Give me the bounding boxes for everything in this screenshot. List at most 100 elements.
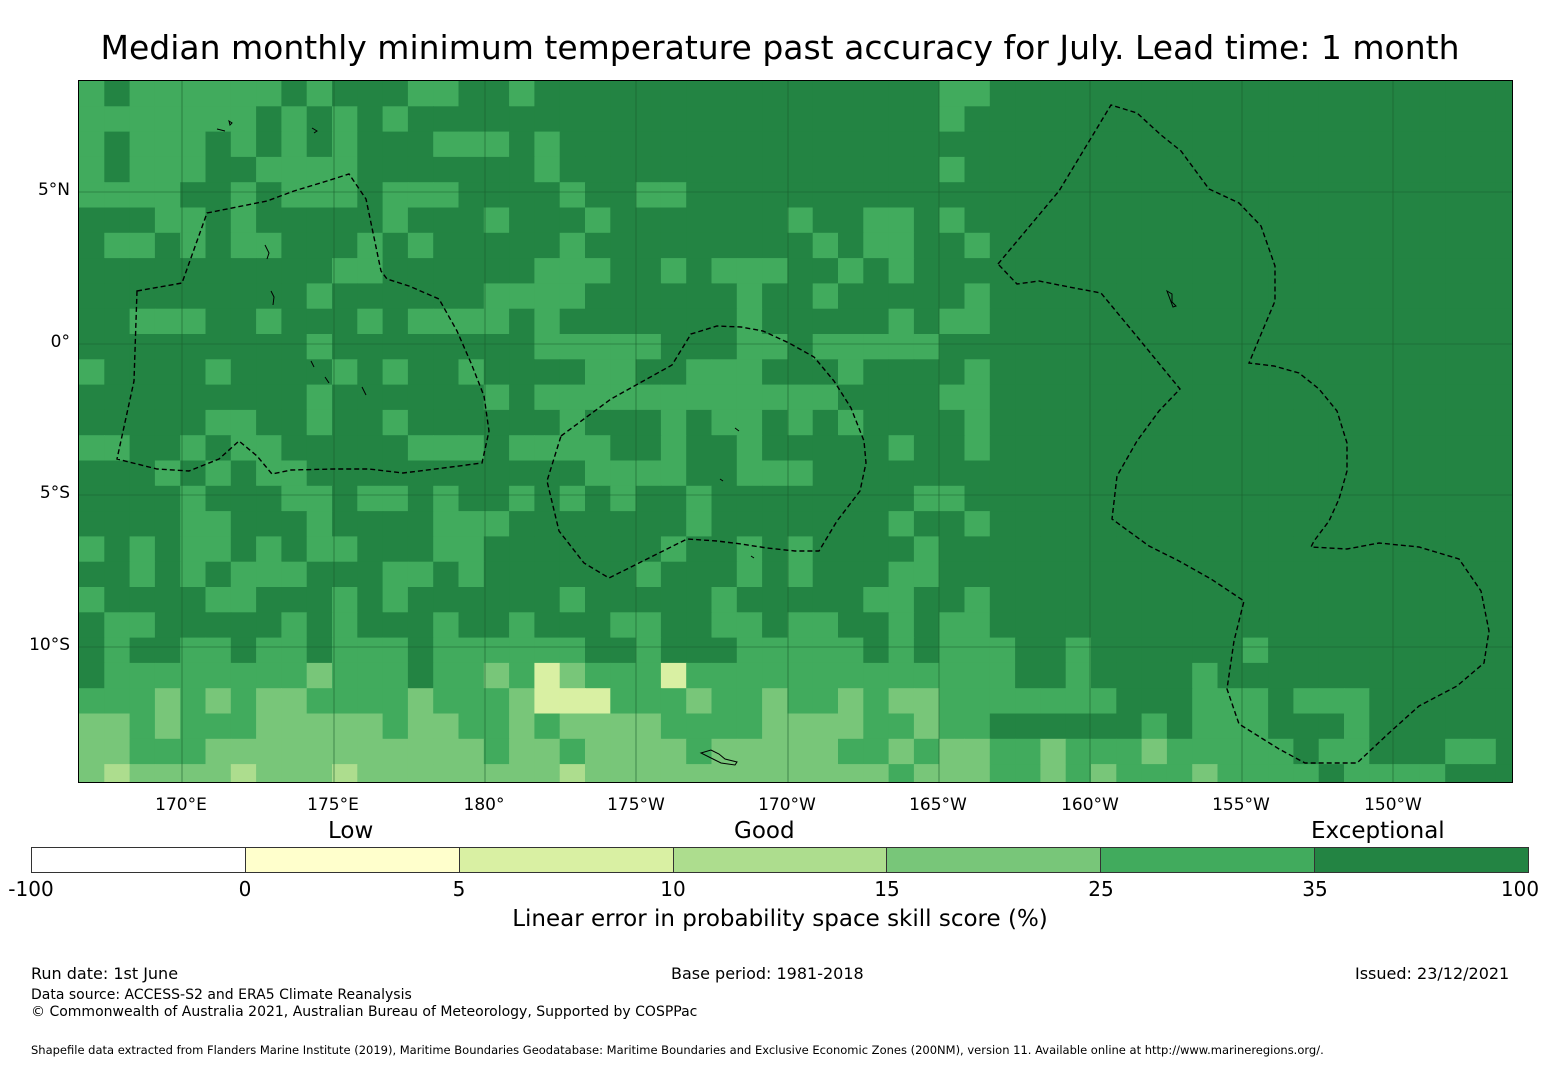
skill-cell [1470, 232, 1497, 259]
skill-cell [838, 232, 864, 259]
skill-cell [154, 283, 181, 310]
skill-cell [812, 738, 839, 765]
skill-cell [762, 435, 788, 462]
skill-cell [306, 713, 333, 740]
skill-cell [382, 738, 409, 765]
skill-cell [585, 536, 611, 563]
skill-cell [812, 384, 839, 411]
skill-cell [1091, 587, 1117, 613]
skill-cell [1242, 713, 1269, 740]
skill-cell [458, 587, 485, 613]
skill-cell [433, 637, 460, 664]
skill-cell [129, 713, 156, 740]
skill-cell [230, 258, 257, 284]
skill-cell [1293, 182, 1320, 209]
skill-cell [1166, 561, 1193, 588]
skill-cell [180, 182, 207, 209]
skill-cell [104, 81, 131, 107]
skill-cell [1318, 131, 1345, 158]
skill-cell [660, 232, 687, 259]
skill-cell [559, 283, 586, 310]
skill-cell [281, 334, 308, 360]
skill-cell [787, 738, 814, 765]
skill-cell [1091, 207, 1117, 234]
skill-cell [458, 536, 485, 563]
skill-cell [585, 359, 611, 386]
skill-cell [964, 308, 991, 335]
skill-cell [407, 688, 434, 715]
skill-cell [1166, 81, 1193, 107]
skill-cell [1369, 207, 1396, 234]
skill-cell [1217, 435, 1244, 462]
skill-cell [1394, 106, 1421, 133]
skill-cell [458, 156, 485, 183]
skill-cell [1445, 435, 1472, 462]
lon-label-150w: 150°W [1364, 795, 1422, 815]
skill-cell [1445, 536, 1472, 563]
skill-cell [1166, 207, 1193, 234]
skill-cell [1419, 612, 1446, 639]
skill-cells [79, 81, 1512, 782]
skill-cell [1217, 283, 1244, 310]
skill-cell [1369, 182, 1396, 209]
skill-cell [382, 232, 409, 259]
skill-cell [1344, 81, 1370, 107]
skill-cell [1116, 308, 1143, 335]
skill-cell [534, 258, 561, 284]
skill-cell [585, 637, 611, 664]
skill-cell [306, 156, 333, 183]
lon-label-175w: 175°W [607, 795, 665, 815]
skill-cell [1242, 384, 1269, 411]
skill-cell [458, 283, 485, 310]
skill-cell [660, 359, 687, 386]
skill-cell [559, 612, 586, 639]
skill-cell [180, 232, 207, 259]
skill-cell [1419, 207, 1446, 234]
skill-cell [357, 308, 384, 335]
skill-cell [79, 384, 105, 411]
skill-cell [1369, 561, 1396, 588]
skill-cell [585, 688, 611, 715]
skill-cell [989, 561, 1016, 588]
skill-cell [1394, 637, 1421, 664]
skill-cell [1192, 637, 1219, 664]
skill-cell [610, 156, 637, 183]
skill-cell [787, 561, 814, 588]
lat-label-10s: 10°S [29, 635, 70, 655]
skill-cell [913, 764, 940, 782]
skill-cell [888, 536, 915, 563]
skill-cell [1293, 106, 1320, 133]
skill-cell [407, 258, 434, 284]
skill-cell [635, 182, 662, 209]
skill-cell [787, 182, 814, 209]
skill-cell [863, 308, 890, 335]
skill-cell [812, 764, 839, 782]
skill-cell [306, 764, 333, 782]
skill-cell [736, 713, 763, 740]
skill-cell [610, 131, 637, 158]
skill-cell [154, 207, 181, 234]
skill-cell [1015, 561, 1041, 588]
skill-cell [1015, 435, 1041, 462]
skill-cell [838, 587, 864, 613]
skill-cell [407, 156, 434, 183]
skill-cell [382, 182, 409, 209]
skill-cell [129, 764, 156, 782]
skill-cell [1242, 283, 1269, 310]
skill-cell [964, 536, 991, 563]
skill-cell [1217, 207, 1244, 234]
skill-cell [129, 182, 156, 209]
skill-cell [180, 536, 207, 563]
skill-cell [1091, 713, 1117, 740]
skill-cell [1015, 713, 1041, 740]
skill-cell [1369, 764, 1396, 782]
skill-cell [939, 384, 966, 411]
skill-cell [1369, 308, 1396, 335]
skill-cell [964, 283, 991, 310]
skill-cell [407, 384, 434, 411]
skill-cell [407, 536, 434, 563]
skill-cell [711, 156, 738, 183]
skill-cell [458, 688, 485, 715]
skill-cell [939, 662, 966, 689]
skill-cell [1293, 561, 1320, 588]
